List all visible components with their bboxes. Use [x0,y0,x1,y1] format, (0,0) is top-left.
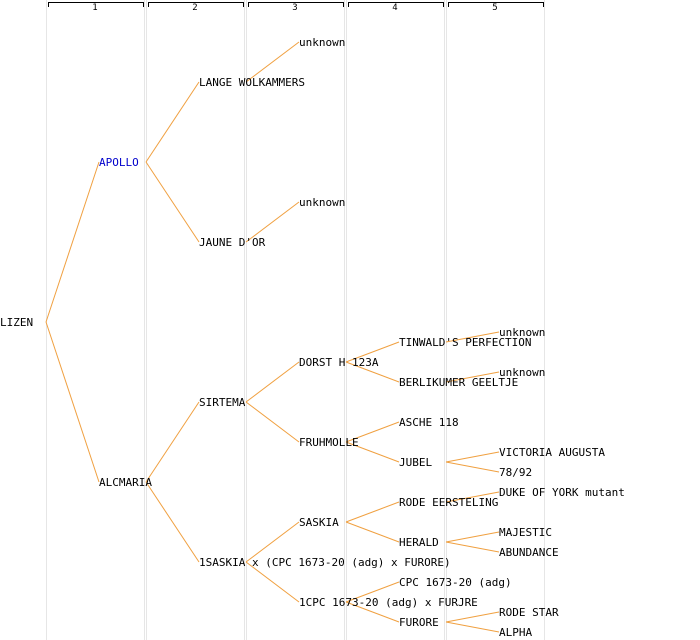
ancestor-dorst-h-123a: DORST H 123A [299,356,379,369]
generation-label-1: 1 [92,3,98,13]
generation-label-5: 5 [492,3,498,13]
pedigree-connector [445,331,500,343]
ancestor-rode-star: RODE STAR [499,606,559,619]
generation-bracket-3 [248,2,344,7]
ancestor-unknown: unknown [499,326,546,339]
pedigree-connector [345,501,400,523]
pedigree-connector [445,371,500,383]
pedigree-connector [445,611,500,623]
ancestor-alpha: ALPHA [499,626,533,639]
ancestor-herald: HERALD [399,536,439,549]
generation-bracket-2 [148,2,244,7]
ancestor-unknown: unknown [299,196,346,209]
generation-column-1 [46,0,145,640]
ancestor-majestic: MAJESTIC [499,526,552,539]
ancestor-unknown: unknown [499,366,546,379]
generation-label-2: 2 [192,3,198,13]
ancestor-jubel: JUBEL [399,456,433,469]
parent-1saskia-cross: 1SASKIA x (CPC 1673-20 (adg) x FURORE) [199,556,451,569]
pedigree-connector [345,341,400,363]
pedigree-connector [345,601,400,623]
ancestor-berlikumer-geeltje: BERLIKUMER GEELTJE [399,376,519,389]
generation-bracket-4 [348,2,444,7]
ancestor-asche-118: ASCHE 118 [399,416,459,429]
pedigree-connector [245,361,300,403]
generation-bracket-5 [448,2,544,7]
generation-column-3 [246,0,345,640]
pedigree-connector [145,481,200,563]
generation-column-5 [446,0,545,640]
parent-sirtema: SIRTEMA [199,396,246,409]
pedigree-connector [145,401,200,483]
generation-column-2 [146,0,245,640]
ancestor-duke-of-york-mutant: DUKE OF YORK mutant [499,486,625,499]
parent-lange-wolkammers: LANGE WOLKAMMERS [199,76,305,89]
pedigree-connector [245,41,300,83]
pedigree-connector [245,521,300,563]
pedigree-connector [145,161,200,243]
pedigree-connector [445,531,500,543]
pedigree-connector [445,621,500,633]
pedigree-connector [245,561,300,603]
ancestor-rode-eersteling: RODE EERSTELING [399,496,499,509]
pedigree-connector [445,451,500,463]
ancestor-78-92: 78/92 [499,466,533,479]
pedigree-connector [445,461,500,473]
pedigree-connector [45,161,100,323]
ancestor-furore: FURORE [399,616,439,629]
generation-label-4: 4 [392,3,398,13]
pedigree-connector [345,361,400,383]
pedigree-connector [145,81,200,163]
parent-jaune-dor: JAUNE D'OR [199,236,266,249]
ancestor-victoria-augusta: VICTORIA AUGUSTA [499,446,605,459]
pedigree-connector [345,521,400,543]
generation-column-4 [346,0,445,640]
root-variety: LIZEN [0,316,34,329]
pedigree-connector [245,201,300,243]
ancestor-saskia: SASKIA [299,516,339,529]
ancestor-1cpc-cross: 1CPC 1673-20 (adg) x FURJRE [299,596,478,609]
pedigree-connector [345,441,400,463]
pedigree-connector [345,421,400,443]
pedigree-connector [445,541,500,553]
pedigree-connector [45,321,100,483]
dam-alcmaria: ALCMARIA [99,476,152,489]
ancestor-tinwalds-perfection: TINWALD'S PERFECTION [399,336,532,349]
pedigree-connector [445,491,500,503]
generation-label-3: 3 [292,3,298,13]
ancestor-unknown: unknown [299,36,346,49]
pedigree-connector [345,581,400,603]
sire-apollo-link[interactable]: APOLLO [99,156,139,169]
ancestor-fruhmolle: FRUHMOLLE [299,436,359,449]
pedigree-connector [245,401,300,443]
generation-bracket-1 [48,2,144,7]
ancestor-cpc-1673-20: CPC 1673-20 (adg) [399,576,512,589]
ancestor-abundance: ABUNDANCE [499,546,559,559]
